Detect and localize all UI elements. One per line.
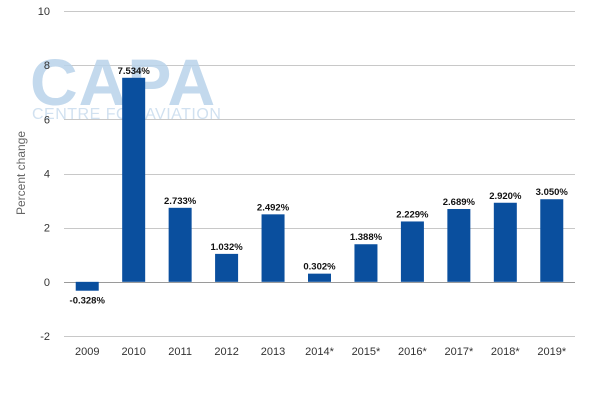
x-tick-label: 2014* bbox=[305, 346, 334, 358]
bar bbox=[75, 281, 99, 291]
x-tick-label: 2018* bbox=[491, 346, 520, 358]
bar bbox=[308, 273, 331, 282]
x-tick-label: 2017* bbox=[444, 346, 473, 358]
data-labels: -0.328% 7.534% 2.733% 1.032% 2.492% 0.302% 1.3… bbox=[70, 66, 569, 307]
data-label: 1.388% bbox=[350, 232, 383, 243]
y-axis-label: Percent change bbox=[14, 131, 28, 215]
data-label: 3.050% bbox=[536, 187, 569, 198]
bar bbox=[493, 202, 517, 282]
x-tick-label: 2019* bbox=[537, 346, 566, 358]
bar bbox=[400, 221, 424, 282]
x-tick-label: 2011 bbox=[168, 346, 192, 358]
y-tick-label: 8 bbox=[44, 60, 50, 72]
y-tick-label: 4 bbox=[44, 169, 50, 181]
y-tick-label: -2 bbox=[40, 331, 50, 343]
data-label: 2.920% bbox=[489, 191, 522, 202]
data-label: 1.032% bbox=[210, 242, 243, 253]
bar bbox=[168, 207, 192, 282]
data-label: 0.302% bbox=[303, 262, 336, 273]
data-label: 2.733% bbox=[164, 196, 197, 207]
y-tick-label: 6 bbox=[44, 114, 50, 126]
y-axis-ticks: -2 0 2 4 6 8 10 bbox=[38, 6, 50, 343]
data-label: 2.492% bbox=[257, 202, 290, 213]
x-axis-ticks: 2009 2010 2011 2012 2013 2014* 2015* 2016* 2017*… bbox=[75, 346, 567, 358]
x-tick-label: 2012 bbox=[214, 346, 238, 358]
x-tick-label: 2009 bbox=[75, 346, 99, 358]
y-tick-label: 0 bbox=[44, 277, 50, 289]
bar bbox=[122, 77, 146, 282]
data-label: 2.229% bbox=[396, 209, 429, 220]
bar bbox=[540, 199, 564, 282]
y-tick-label: 2 bbox=[44, 223, 50, 235]
bar bbox=[447, 209, 471, 282]
gridlines bbox=[64, 11, 575, 337]
data-label: 2.689% bbox=[443, 197, 476, 208]
bars bbox=[75, 77, 564, 291]
x-tick-label: 2010 bbox=[121, 346, 145, 358]
y-tick-label: 10 bbox=[38, 6, 50, 18]
data-label: -0.328% bbox=[70, 296, 106, 307]
x-tick-label: 2016* bbox=[398, 346, 427, 358]
bar bbox=[215, 253, 239, 282]
bar bbox=[261, 214, 285, 282]
x-tick-label: 2013 bbox=[261, 346, 285, 358]
bar bbox=[354, 244, 378, 282]
x-tick-label: 2015* bbox=[352, 346, 381, 358]
data-label: 7.534% bbox=[118, 66, 151, 77]
